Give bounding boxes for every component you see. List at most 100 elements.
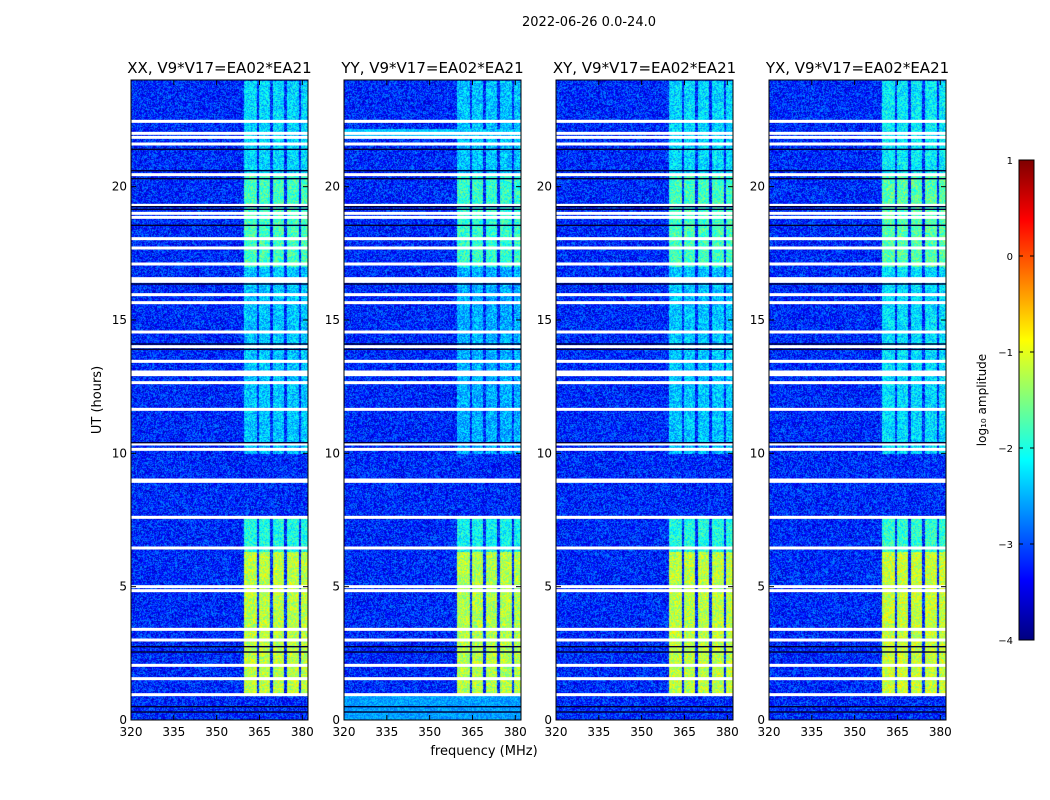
flag-gap-white xyxy=(131,663,308,667)
flag-gap-dark xyxy=(556,645,733,648)
x-tick-label: 350 xyxy=(843,725,866,739)
flag-gap-white xyxy=(769,262,946,266)
flag-gap-dark xyxy=(344,645,521,648)
flag-gap-white xyxy=(556,677,733,681)
flag-gap-dark xyxy=(131,441,308,444)
y-tick-label: 5 xyxy=(119,580,127,594)
flag-gap-white xyxy=(131,370,308,374)
flag-gap-dark xyxy=(131,177,308,180)
flag-gap-white xyxy=(344,119,521,123)
flag-gap-dark xyxy=(556,169,733,172)
flag-gap-white xyxy=(131,131,308,135)
flag-gap-dark xyxy=(556,148,733,151)
panel-frame xyxy=(555,79,734,721)
flag-gap-dark xyxy=(344,651,521,653)
flag-gap-white xyxy=(344,638,521,642)
flag-gap-white xyxy=(769,279,946,283)
flag-gap-white xyxy=(131,515,308,519)
flag-gap-dark xyxy=(769,711,946,713)
flag-gap-white xyxy=(344,381,521,385)
flag-gap-white xyxy=(131,546,308,550)
y-tick-label: 10 xyxy=(537,446,552,460)
flag-gap-dark xyxy=(769,224,946,227)
x-tick-label: 380 xyxy=(504,725,527,739)
flag-gap-white xyxy=(131,442,308,446)
flag-gap-dark xyxy=(769,705,946,708)
flag-gap-white xyxy=(769,203,946,207)
flag-gap-white xyxy=(344,359,521,363)
flag-gap-white xyxy=(556,301,733,305)
flag-gap-white xyxy=(556,277,733,281)
flag-gap-white xyxy=(556,142,733,146)
flag-gap-white xyxy=(556,447,733,451)
y-tick-label: 20 xyxy=(325,180,340,194)
flag-gap-dark xyxy=(131,148,308,151)
flag-gap-dark xyxy=(344,705,521,708)
flag-gap-white xyxy=(344,142,521,146)
flag-gap-white xyxy=(556,173,733,177)
flag-gap-white xyxy=(769,515,946,519)
flag-gap-white xyxy=(344,262,521,266)
panel-1: XX, V9*V17=EA02*EA21 320 335 350 365 380 0 5 10 1… xyxy=(112,59,314,739)
flag-gap-white xyxy=(769,246,946,250)
flag-gap-dark xyxy=(131,224,308,227)
flag-gap-white xyxy=(131,638,308,642)
heatmap-image xyxy=(131,80,308,720)
flag-gap-dark xyxy=(556,283,733,285)
flag-gap-white xyxy=(131,293,308,297)
heatmap-image xyxy=(556,80,733,720)
flag-gap-white xyxy=(556,546,733,550)
y-tick-label: 10 xyxy=(112,446,127,460)
y-tick-label: 15 xyxy=(750,313,765,327)
colorbar-tick-label: 0 xyxy=(1007,252,1013,263)
flag-gap-white xyxy=(769,119,946,123)
flag-gap-white xyxy=(131,277,308,281)
flag-gap-dark xyxy=(344,177,521,180)
flag-gap-white xyxy=(769,381,946,385)
flag-gap-white xyxy=(556,638,733,642)
flag-gap-white xyxy=(344,293,521,297)
flag-gap-dark xyxy=(344,208,521,211)
figure-title: 2022-06-26 0.0-24.0 xyxy=(522,15,656,30)
flag-gap-white xyxy=(556,262,733,266)
x-tick-label: 350 xyxy=(418,725,441,739)
colorbar-label: log₁₀ amplitude xyxy=(975,354,989,446)
flag-gap-dark xyxy=(556,224,733,227)
flag-gap-white xyxy=(769,407,946,411)
flag-gap-white xyxy=(131,693,308,697)
x-tick-label: 320 xyxy=(758,725,781,739)
x-tick-label: 365 xyxy=(673,725,696,739)
flag-gap-white xyxy=(769,293,946,297)
flag-gap-white xyxy=(344,370,521,374)
panel-4: YX, V9*V17=EA02*EA21 320 335 350 365 380 0 5 10 1… xyxy=(750,59,952,739)
flag-gap-dark xyxy=(344,711,521,713)
flag-gap-white xyxy=(556,693,733,697)
panel-title: YX, V9*V17=EA02*EA21 xyxy=(765,59,949,77)
flag-gap-dark xyxy=(769,651,946,653)
flag-gap-dark xyxy=(344,169,521,172)
panel-title: YY, V9*V17=EA02*EA21 xyxy=(340,59,523,77)
flag-gap-white xyxy=(556,589,733,593)
y-tick-label: 15 xyxy=(537,313,552,327)
flag-gap-white xyxy=(769,585,946,589)
flag-gap-white xyxy=(769,345,946,349)
flag-gap-dark xyxy=(131,208,308,211)
flag-gap-dark xyxy=(556,205,733,208)
flag-gap-dark xyxy=(556,651,733,653)
panel-3: XY, V9*V17=EA02*EA21 320 335 350 365 380 0 5 10 1… xyxy=(537,59,739,739)
flag-gap-dark xyxy=(556,343,733,345)
flag-gap-white xyxy=(769,447,946,451)
flag-gap-white xyxy=(556,359,733,363)
flag-gap-dark xyxy=(769,283,946,285)
y-axis-label: UT (hours) xyxy=(90,366,105,434)
colorbar-tick-label: −1 xyxy=(998,348,1013,359)
flag-gap-dark xyxy=(344,441,521,444)
flag-gap-dark xyxy=(344,283,521,285)
flag-gap-white xyxy=(769,627,946,631)
flag-gap-dark xyxy=(769,148,946,151)
flag-gap-dark xyxy=(131,651,308,653)
flag-gap-white xyxy=(344,215,521,219)
flag-gap-dark xyxy=(769,343,946,345)
x-axis-label: frequency (MHz) xyxy=(430,744,537,759)
